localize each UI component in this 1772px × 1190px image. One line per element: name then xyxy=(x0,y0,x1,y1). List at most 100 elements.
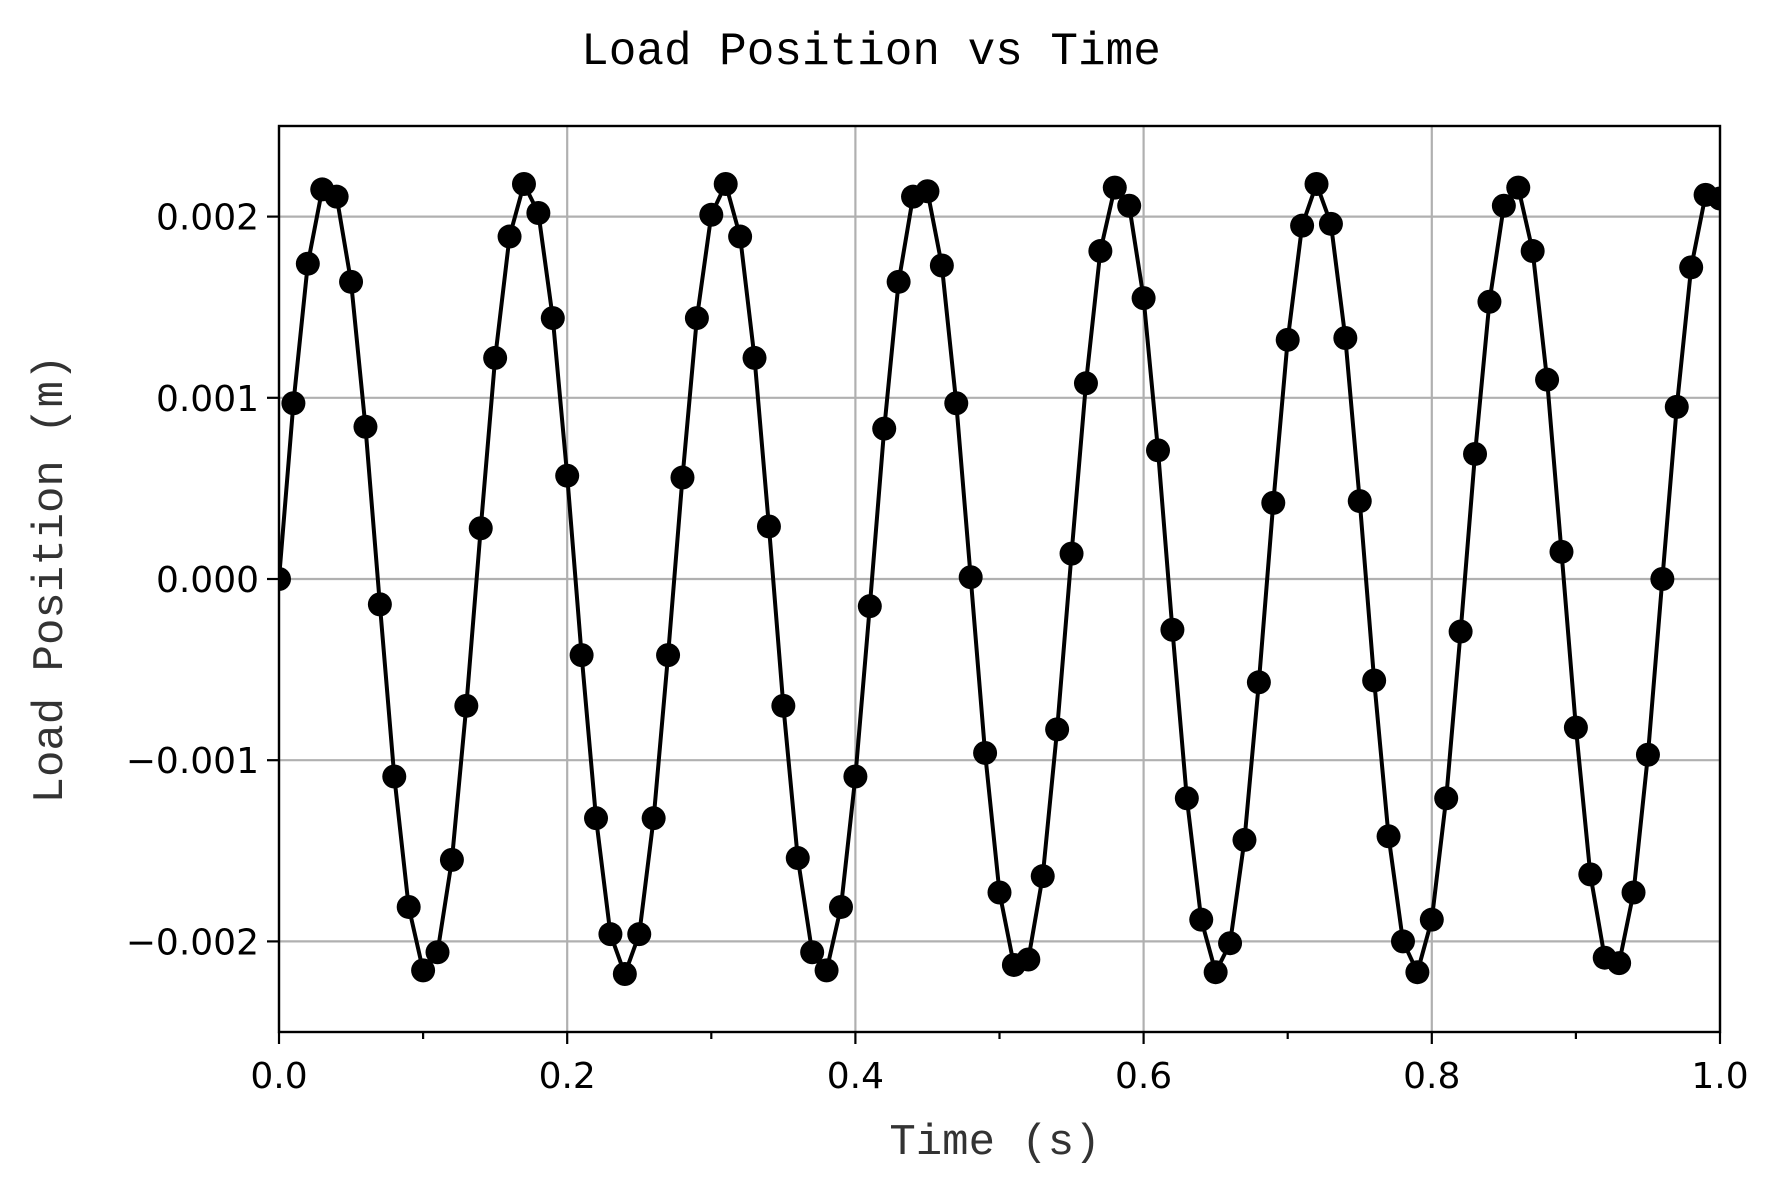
data-point xyxy=(713,171,738,196)
x-tick-label: 0.2 xyxy=(539,1056,596,1097)
data-point xyxy=(1664,394,1689,419)
data-point xyxy=(728,224,753,249)
data-point xyxy=(1203,960,1228,985)
data-point xyxy=(1549,539,1574,564)
series-layer xyxy=(279,171,1720,987)
data-point xyxy=(872,416,897,441)
axis-ticks: 0.0 0.2 0.4 0.6 0.8 1.0 0.002 0.001 0.000 −0.001 −… xyxy=(126,198,1749,1097)
data-point xyxy=(1405,960,1430,985)
data-point xyxy=(684,306,709,331)
data-point xyxy=(756,514,781,539)
data-point xyxy=(958,565,983,590)
data-point xyxy=(1232,827,1257,852)
data-point xyxy=(295,251,320,276)
data-point xyxy=(1290,213,1315,238)
data-point xyxy=(1477,289,1502,314)
data-point xyxy=(367,592,392,617)
data-point xyxy=(627,922,652,947)
data-point xyxy=(886,269,911,294)
data-point xyxy=(396,894,421,919)
data-point xyxy=(1131,286,1156,311)
data-point xyxy=(1016,947,1041,972)
data-point xyxy=(1189,907,1214,932)
data-point xyxy=(1160,617,1185,642)
data-point xyxy=(598,922,623,947)
data-point xyxy=(814,958,839,983)
data-point xyxy=(1650,567,1675,591)
data-point xyxy=(382,764,407,789)
data-point xyxy=(1491,193,1516,218)
data-point xyxy=(612,962,637,987)
data-point xyxy=(1045,717,1070,742)
data-point xyxy=(1448,619,1473,644)
data-point xyxy=(1117,193,1142,218)
data-point xyxy=(1563,715,1588,740)
data-point xyxy=(1635,742,1660,767)
data-point xyxy=(1621,880,1646,905)
data-point xyxy=(281,391,306,416)
data-point xyxy=(555,463,580,488)
data-point xyxy=(1607,951,1632,976)
data-point xyxy=(843,764,868,789)
data-point xyxy=(353,414,378,439)
data-point xyxy=(1246,670,1271,695)
data-point xyxy=(944,391,969,416)
data-point xyxy=(929,253,954,278)
data-point xyxy=(584,806,609,831)
data-point xyxy=(511,171,536,196)
x-tick-label: 0.0 xyxy=(250,1056,307,1097)
data-point xyxy=(800,940,825,965)
x-tick-label: 0.4 xyxy=(827,1056,884,1097)
y-tick-label: 0.002 xyxy=(156,198,259,239)
data-point xyxy=(279,567,291,591)
data-point xyxy=(915,179,940,204)
data-point xyxy=(1333,326,1358,351)
data-point xyxy=(425,940,450,965)
data-point xyxy=(1347,489,1372,514)
data-point xyxy=(483,345,508,370)
data-point xyxy=(468,516,493,541)
data-point xyxy=(1030,864,1055,889)
data-point xyxy=(324,184,349,209)
data-point xyxy=(411,958,436,983)
data-point xyxy=(987,880,1012,905)
data-point xyxy=(1059,541,1084,566)
data-point xyxy=(771,693,796,718)
data-point xyxy=(828,894,853,919)
data-point xyxy=(1390,929,1415,954)
x-tick-label: 0.8 xyxy=(1403,1056,1460,1097)
data-point xyxy=(1088,239,1113,264)
data-point xyxy=(454,693,479,718)
y-tick-label: −0.002 xyxy=(126,922,259,963)
data-point xyxy=(1218,931,1243,956)
data-point xyxy=(439,847,464,872)
data-point xyxy=(339,269,364,294)
data-point xyxy=(569,643,594,668)
data-point xyxy=(1073,371,1098,396)
data-point xyxy=(1506,175,1531,200)
x-axis-label: Time (s) xyxy=(889,1118,1100,1168)
data-point xyxy=(1376,824,1401,849)
data-point xyxy=(857,594,882,619)
x-tick-label: 0.6 xyxy=(1115,1056,1172,1097)
data-point xyxy=(1102,175,1127,200)
data-point xyxy=(497,224,522,249)
data-point xyxy=(1463,441,1488,466)
data-point xyxy=(1261,490,1286,515)
y-axis-label: Load Position (m) xyxy=(26,355,76,804)
data-point xyxy=(1362,668,1387,693)
data-point xyxy=(526,200,551,225)
data-point xyxy=(670,465,695,490)
data-point xyxy=(785,846,810,871)
data-point xyxy=(1318,211,1343,236)
data-point xyxy=(540,306,565,331)
data-point xyxy=(699,202,724,227)
y-tick-label: −0.001 xyxy=(126,741,259,782)
data-point xyxy=(973,740,998,765)
data-point xyxy=(1174,786,1199,811)
chart-title: Load Position vs Time xyxy=(581,26,1161,78)
data-point xyxy=(1434,786,1459,811)
data-point xyxy=(1146,438,1171,463)
